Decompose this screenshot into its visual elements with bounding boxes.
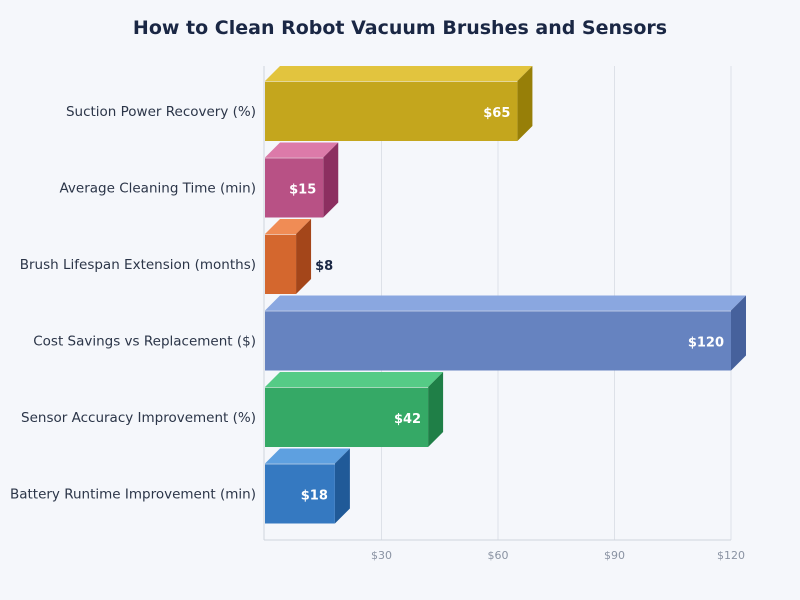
x-tick-label: $120 [717, 549, 745, 562]
data-label: $8 [315, 259, 333, 274]
bar-side [428, 372, 444, 447]
category-label: Battery Runtime Improvement (min) [10, 487, 256, 503]
x-tick-label: $60 [488, 549, 509, 562]
bar-side [334, 448, 350, 524]
bar [265, 157, 324, 218]
bar [265, 463, 335, 524]
category-label: Suction Power Recovery (%) [66, 104, 256, 120]
bar-group: Brush Lifespan Extension (months) $8 [20, 219, 333, 294]
bar-side [517, 66, 533, 141]
category-label: Sensor Accuracy Improvement (%) [21, 410, 256, 426]
bar-group: Suction Power Recovery (%) $65 [66, 66, 533, 141]
category-label: Average Cleaning Time (min) [59, 181, 256, 197]
bar-top [265, 219, 312, 234]
bar-group: Sensor Accuracy Improvement (%) $42 [21, 372, 444, 447]
bar-side [731, 295, 746, 371]
bar [265, 387, 429, 447]
data-label: $18 [301, 489, 328, 504]
category-label: Cost Savings vs Replacement ($) [33, 334, 256, 350]
bar [265, 234, 297, 294]
category-label: Brush Lifespan Extension (months) [20, 257, 256, 273]
chart-title: How to Clean Robot Vacuum Brushes and Se… [133, 17, 667, 39]
bar-side [296, 219, 312, 294]
bar-group: Average Cleaning Time (min) $15 [59, 142, 339, 218]
data-label: $120 [688, 336, 724, 351]
bar-top [265, 66, 533, 81]
data-label: $65 [483, 106, 510, 121]
bar [265, 310, 731, 371]
x-tick-label: $30 [371, 549, 392, 562]
bar-top [265, 295, 746, 311]
data-label: $42 [394, 412, 421, 427]
bar-top [265, 448, 350, 464]
data-label: $15 [289, 183, 316, 198]
x-tick-label: $90 [604, 549, 625, 562]
bar-top [265, 142, 339, 158]
bar-side [323, 142, 339, 218]
bar [265, 81, 518, 141]
bar-top [265, 372, 444, 387]
bar-group: Cost Savings vs Replacement ($) $120 [33, 295, 746, 371]
bar-group: Battery Runtime Improvement (min) $18 [10, 448, 350, 524]
